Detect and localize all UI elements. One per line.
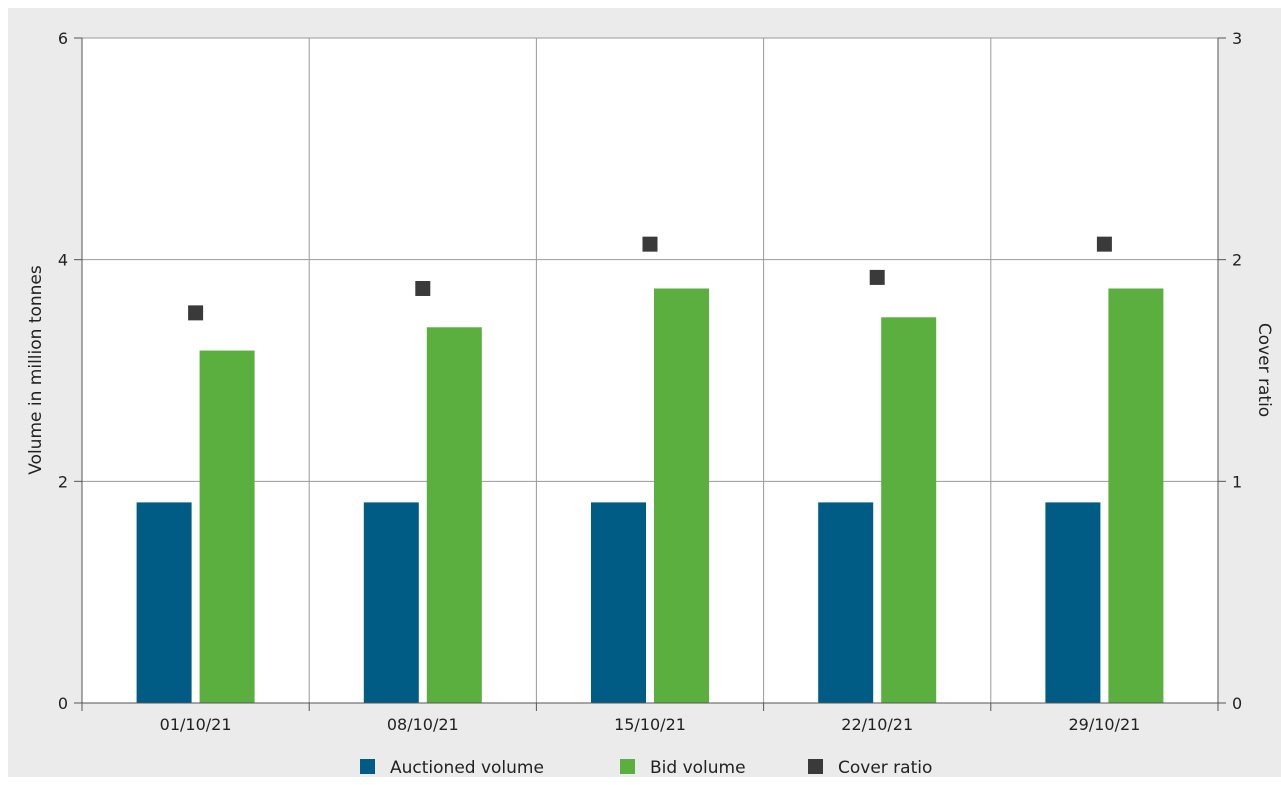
marker-cover-ratio-1 (415, 280, 431, 296)
bar-bid-volume-4 (1108, 288, 1164, 703)
right-tick-label-1: 1 (1232, 472, 1242, 491)
legend-label-cover-ratio: Cover ratio (838, 758, 932, 777)
bars-group (136, 288, 1164, 703)
chart-figure: 0 2 4 6 0 1 2 3 01/10/21 08/10/21 15/10/21 22/10/… (8, 8, 1281, 777)
legend-swatch-auctioned-volume (360, 759, 375, 774)
legend: Auctioned volume Bid volume Cover ratio (360, 758, 932, 777)
bar-auctioned-volume-1 (363, 502, 419, 703)
left-tick-label-2: 4 (58, 251, 68, 270)
x-tick-label-4: 29/10/21 (1068, 715, 1140, 734)
legend-label-bid-volume: Bid volume (650, 758, 746, 777)
bar-bid-volume-1 (426, 327, 482, 703)
plot-area (82, 38, 1218, 703)
markers-group (188, 236, 1112, 321)
x-tick-label-1: 08/10/21 (387, 715, 459, 734)
x-tick-label-0: 01/10/21 (160, 715, 232, 734)
chart-svg: 0 2 4 6 0 1 2 3 01/10/21 08/10/21 15/10/21 22/10/… (26, 29, 1274, 777)
marker-cover-ratio-0 (188, 305, 204, 321)
x-tick-label-3: 22/10/21 (841, 715, 913, 734)
bar-auctioned-volume-4 (1045, 502, 1101, 703)
right-axis-ticks: 0 1 2 3 (1218, 29, 1242, 713)
right-tick-label-0: 0 (1232, 694, 1242, 713)
legend-swatch-cover-ratio (808, 759, 823, 774)
marker-cover-ratio-2 (642, 236, 658, 252)
bar-bid-volume-3 (881, 317, 937, 703)
marker-cover-ratio-4 (1096, 236, 1112, 252)
bar-auctioned-volume-2 (591, 502, 646, 703)
left-tick-label-1: 2 (58, 472, 68, 491)
legend-label-auctioned-volume: Auctioned volume (390, 758, 544, 777)
right-axis-title: Cover ratio (1254, 323, 1274, 417)
axes-group (81, 38, 1219, 704)
bar-auctioned-volume-0 (136, 502, 192, 703)
left-axis-ticks: 0 2 4 6 (58, 29, 82, 713)
marker-cover-ratio-3 (869, 269, 885, 285)
x-axis-ticks: 01/10/21 08/10/21 15/10/21 22/10/21 29/10/21 (81, 703, 1219, 734)
bar-auctioned-volume-3 (818, 502, 874, 703)
left-tick-label-0: 0 (58, 694, 68, 713)
left-tick-label-3: 6 (58, 29, 68, 48)
bar-bid-volume-2 (654, 288, 709, 703)
right-tick-label-2: 2 (1232, 251, 1242, 270)
right-tick-label-3: 3 (1232, 29, 1242, 48)
legend-swatch-bid-volume (620, 759, 635, 774)
left-axis-title: Volume in million tonnes (26, 265, 46, 475)
x-tick-label-2: 15/10/21 (614, 715, 686, 734)
bar-bid-volume-0 (199, 350, 255, 703)
